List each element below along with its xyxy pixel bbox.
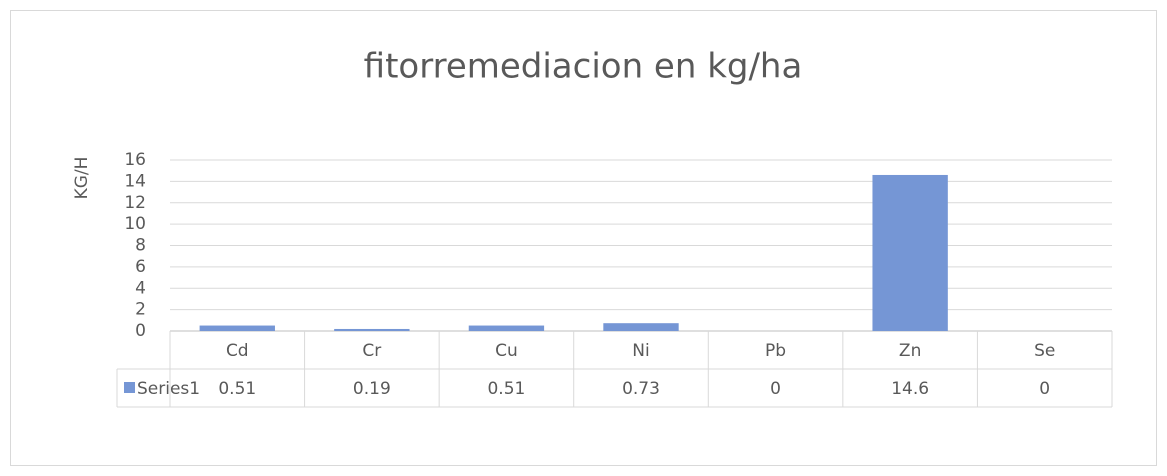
table-value: 0.51 (218, 379, 256, 399)
bar (872, 174, 948, 331)
bar (199, 325, 275, 331)
y-tick-label: 2 (135, 300, 146, 320)
x-tick-label: Cu (495, 341, 518, 361)
x-tick-label: Cr (362, 341, 381, 361)
y-axis-label: KG/H (72, 157, 92, 200)
chart-border (10, 10, 1157, 466)
y-tick-label: 8 (135, 236, 146, 256)
table-value: 0 (770, 379, 781, 399)
y-tick-label: 4 (135, 278, 146, 298)
chart-title: fitorremediacion en kg/ha (364, 47, 803, 87)
x-tick-label: Zn (899, 341, 921, 361)
table-value: 0.73 (622, 379, 660, 399)
legend-label: Series1 (137, 379, 200, 399)
bar (334, 328, 410, 331)
y-tick-label: 14 (124, 171, 146, 191)
bar (603, 323, 679, 331)
x-tick-label: Se (1034, 341, 1055, 361)
legend-key (124, 382, 135, 393)
y-tick-label: 6 (135, 257, 146, 277)
table-value: 14.6 (891, 379, 929, 399)
y-tick-label: 12 (124, 193, 146, 213)
table-value: 0.51 (487, 379, 525, 399)
x-tick-label: Pb (765, 341, 786, 361)
y-tick-label: 10 (124, 214, 146, 234)
y-tick-label: 16 (124, 150, 146, 170)
table-value: 0 (1039, 379, 1050, 399)
table-value: 0.19 (353, 379, 391, 399)
x-tick-label: Ni (632, 341, 649, 361)
x-tick-label: Cd (226, 341, 249, 361)
y-tick-label: 0 (135, 321, 146, 341)
bar (468, 325, 545, 331)
